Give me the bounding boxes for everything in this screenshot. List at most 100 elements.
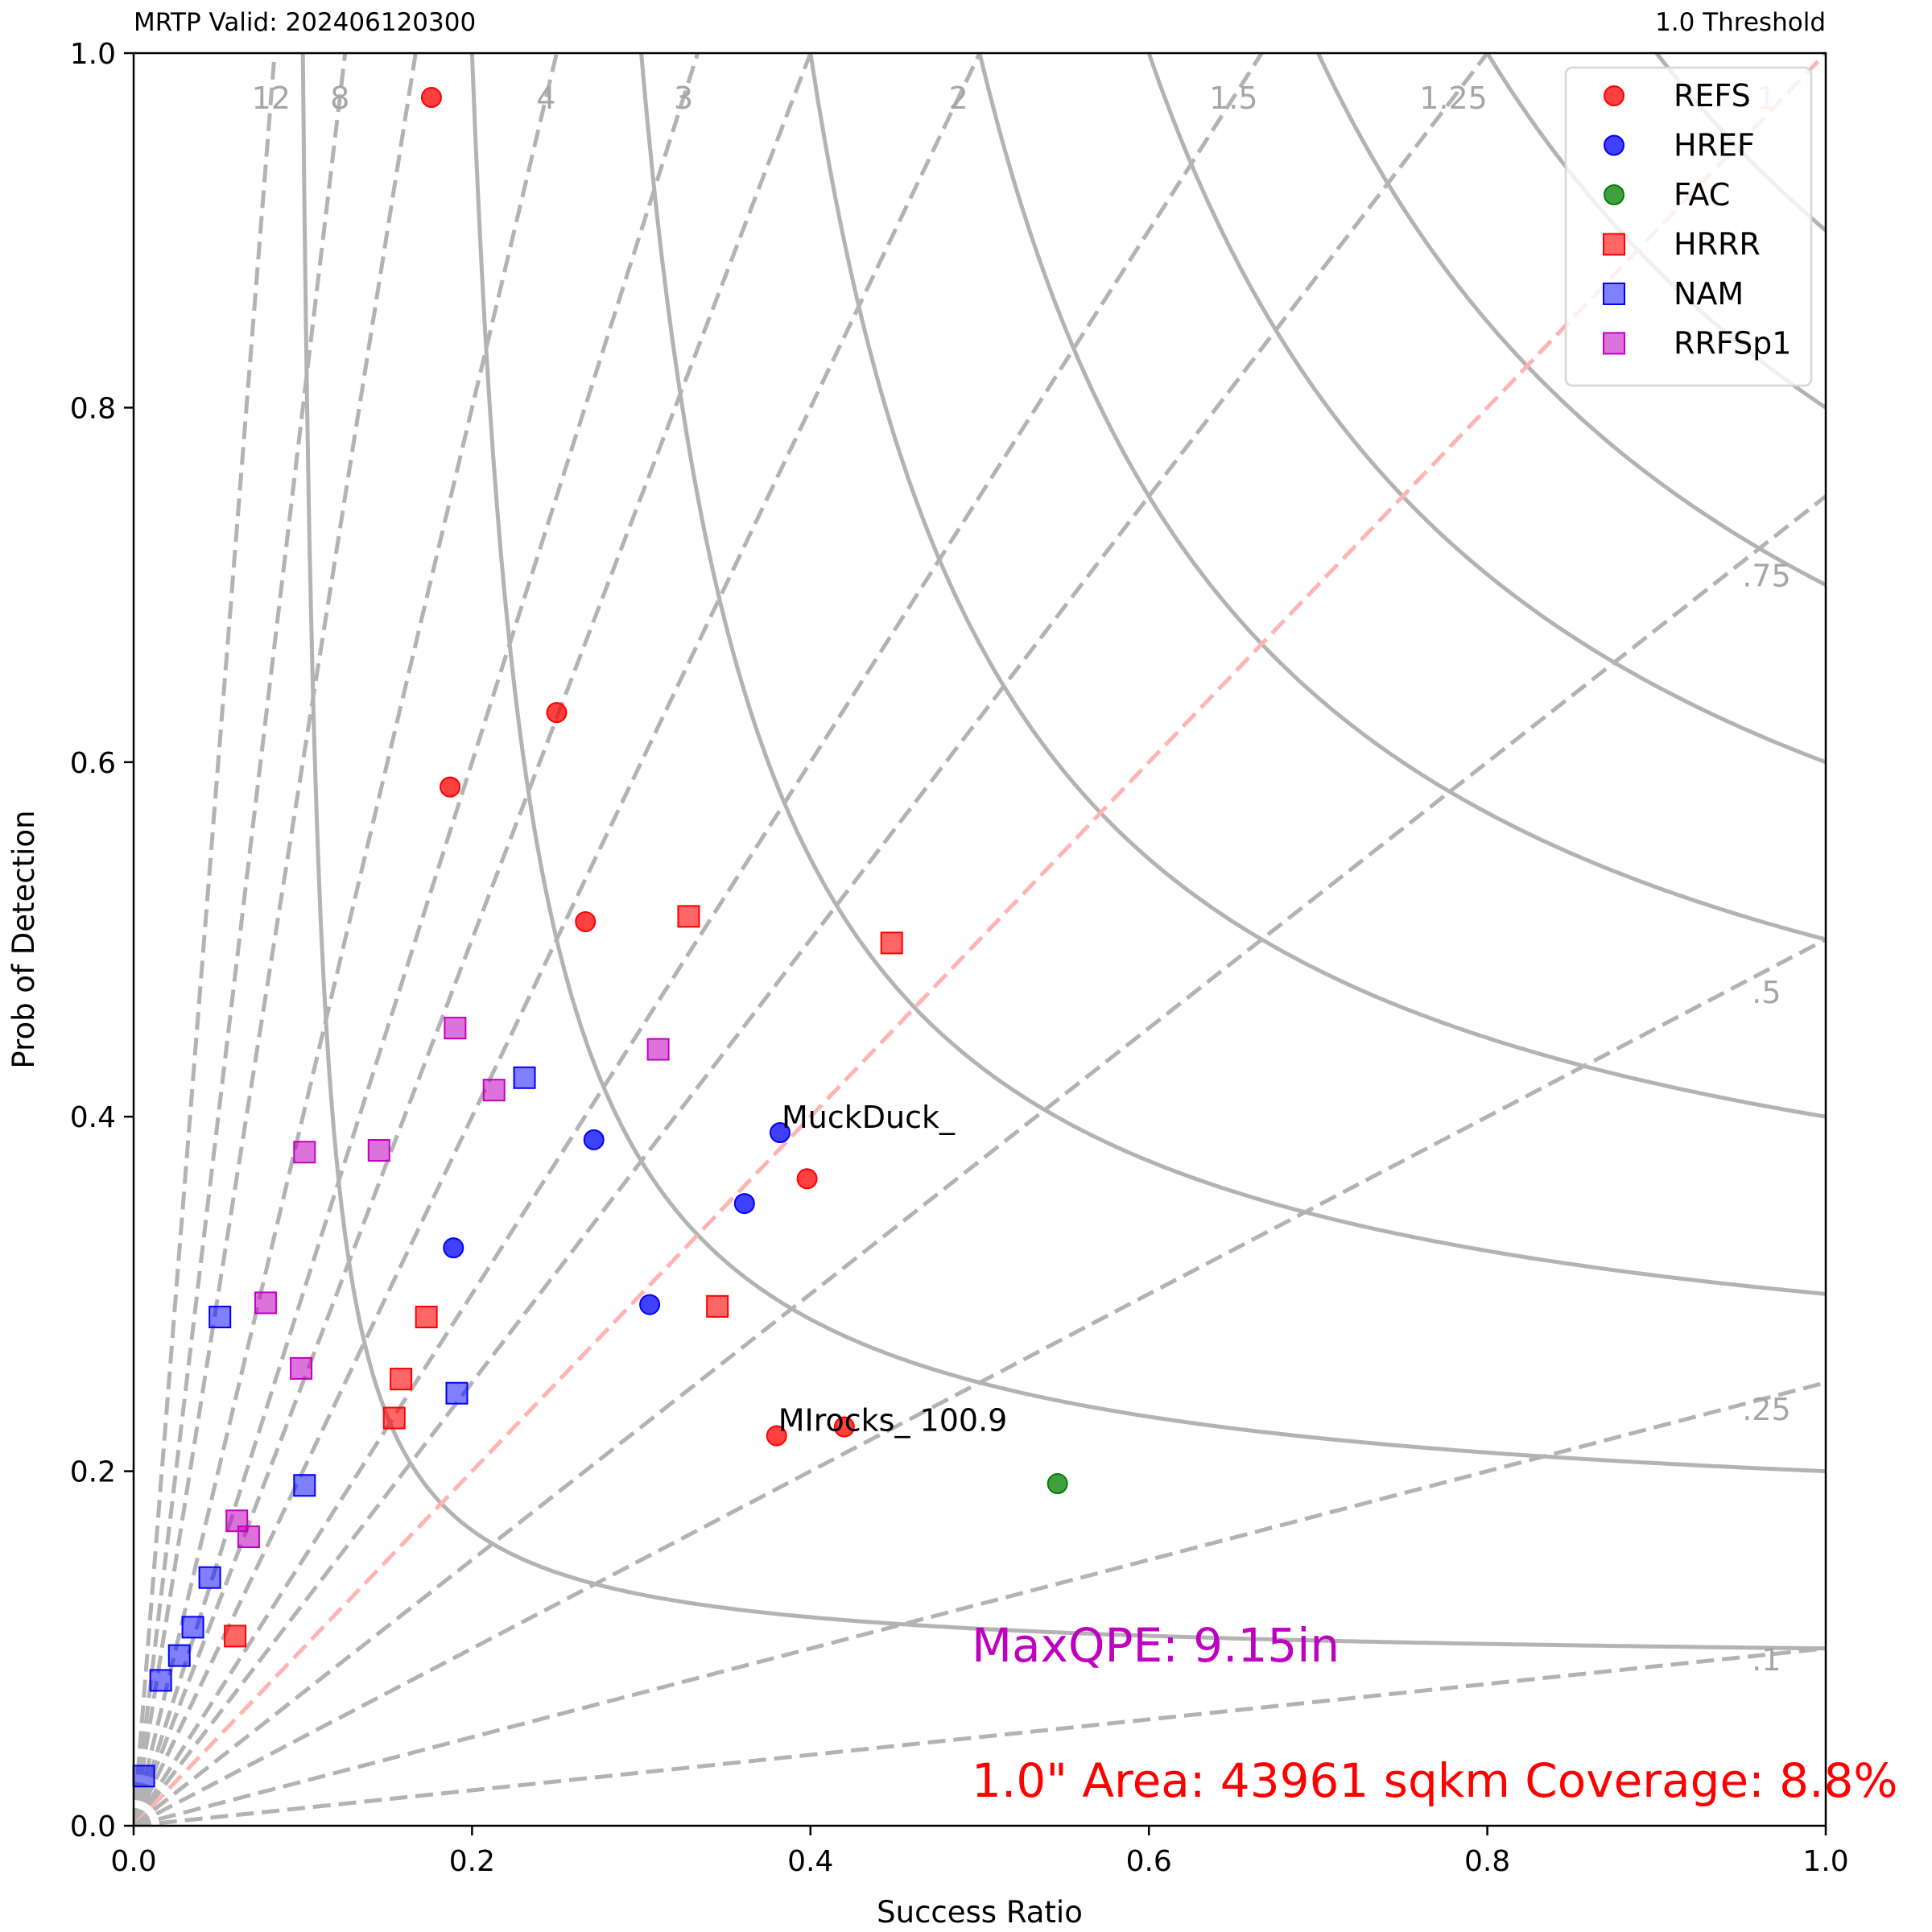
y-tick-label: 0.0 (70, 1810, 116, 1843)
data-point-nam (167, 1644, 191, 1667)
data-point-rrfsp1 (646, 1038, 670, 1061)
legend-label-hrrr: HRRR (1674, 227, 1761, 262)
data-point-rrfsp1 (367, 1139, 390, 1162)
bias-line (134, 1646, 1826, 1826)
data-point-rrfsp1 (482, 1079, 506, 1102)
annotation-group: MuckDuck_ MIrocks_ 100.9 (778, 1100, 1008, 1439)
legend-label-fac: FAC (1674, 177, 1730, 213)
y-tick-label: 0.4 (70, 1101, 116, 1134)
legend-label-href: HREF (1674, 128, 1755, 163)
bias-label: 1.5 (1209, 80, 1257, 116)
y-axis: 0.0 0.2 0.4 0.6 0.8 1.0 (70, 38, 134, 1843)
data-point-href (639, 1294, 661, 1315)
legend-marker-hrrr (1603, 233, 1625, 256)
x-axis: 0.0 0.2 0.4 0.6 0.8 1.0 (110, 1826, 1849, 1878)
x-tick-label: 0.8 (1464, 1845, 1510, 1878)
x-tick-label: 1.0 (1802, 1845, 1848, 1878)
bias-line (134, 53, 982, 1826)
data-point-nam (293, 1474, 316, 1497)
bias-line (134, 53, 559, 1826)
csi-contour-line (1315, 53, 1826, 587)
data-point-fac (1046, 1473, 1068, 1495)
data-point-group (132, 87, 1068, 1788)
bias-line (134, 53, 700, 1826)
data-point-nam (181, 1616, 204, 1639)
data-point-rrfsp1 (254, 1291, 277, 1315)
point-annotation: MIrocks_ 100.9 (778, 1403, 1008, 1439)
legend-label-refs: REFS (1674, 78, 1751, 114)
data-point-refs (440, 776, 461, 798)
data-point-refs (766, 1425, 787, 1447)
bias-label: 2 (949, 80, 968, 116)
bias-label: 12 (252, 80, 291, 116)
data-point-refs (575, 910, 597, 932)
data-point-hrrr (880, 931, 903, 955)
bias-label: 1.25 (1419, 80, 1488, 116)
y-tick-label: 0.6 (70, 747, 116, 780)
threshold-label: 1.0 Threshold (1655, 8, 1826, 37)
bias-line (134, 53, 1826, 1826)
legend-marker-refs (1604, 85, 1624, 106)
csi-contour-line (300, 53, 1826, 1651)
coverage-area-text: 1.0" Area: 43961 sqkm Coverage: 8.8% (972, 1753, 1898, 1808)
data-point-hrrr (390, 1368, 413, 1391)
csi-contour-line (808, 53, 1826, 1119)
data-point-rrfsp1 (237, 1525, 260, 1549)
y-tick-label: 1.0 (70, 38, 116, 71)
bias-line (134, 494, 1826, 1826)
maxqpe-text: MaxQPE: 9.15in (972, 1618, 1340, 1673)
legend-marker-fac (1604, 184, 1624, 205)
y-axis-title: Prob of Detection (6, 810, 41, 1068)
data-point-rrfsp1 (293, 1141, 316, 1164)
csi-contour-line (1146, 53, 1826, 765)
data-point-hrrr (415, 1306, 438, 1329)
bias-line (134, 937, 1826, 1826)
bias-label: .5 (1752, 975, 1781, 1010)
legend-box (1564, 66, 1813, 387)
data-point-href (443, 1237, 464, 1259)
y-tick-label: 0.8 (70, 392, 116, 425)
bias-line (134, 1381, 1826, 1826)
legend-label-nam: NAM (1674, 276, 1744, 312)
x-tick-label: 0.4 (787, 1845, 833, 1878)
bias-line (134, 53, 1490, 1826)
y-tick-label: 0.2 (70, 1456, 116, 1489)
plot-frame (132, 52, 1827, 1827)
bias-label: .75 (1742, 558, 1790, 593)
data-point-nam (198, 1566, 221, 1589)
legend-marker-nam (1603, 283, 1625, 305)
bias-line-group (134, 53, 1826, 1826)
data-point-nam (513, 1066, 536, 1089)
data-point-refs (833, 1416, 855, 1438)
x-tick-label: 0.2 (449, 1845, 495, 1878)
legend-marker-href (1604, 134, 1624, 156)
data-point-refs (420, 87, 442, 109)
bias-label: .25 (1742, 1392, 1790, 1427)
point-annotation: MuckDuck_ (782, 1100, 956, 1135)
data-point-rrfsp1 (444, 1017, 467, 1040)
csi-contour-line (469, 53, 1826, 1474)
data-point-refs (546, 702, 568, 724)
x-tick-label: 0.6 (1126, 1845, 1172, 1878)
bias-label: 4 (536, 80, 555, 116)
legend: REFS HREF FAC HRRR NAM RRFSp1 (1564, 66, 1813, 387)
x-axis-title: Success Ratio (877, 1895, 1083, 1930)
data-point-nam (445, 1381, 469, 1405)
data-point-hrrr (706, 1294, 729, 1318)
data-point-href (733, 1193, 755, 1215)
bias-label: 3 (674, 80, 693, 116)
data-point-hrrr (382, 1406, 406, 1430)
bias-label: .1 (1752, 1642, 1781, 1678)
x-tick-label: 0.0 (110, 1845, 156, 1878)
valid-time-label: MRTP Valid: 202406120300 (134, 8, 476, 37)
csi-contour-line (977, 53, 1826, 942)
data-point-hrrr (677, 905, 700, 928)
data-point-href (583, 1129, 605, 1150)
legend-marker-rrfsp1 (1603, 332, 1625, 355)
data-point-rrfsp1 (290, 1356, 313, 1380)
bias-line (134, 53, 1265, 1826)
data-point-hrrr (224, 1624, 247, 1648)
data-point-refs (796, 1168, 818, 1190)
